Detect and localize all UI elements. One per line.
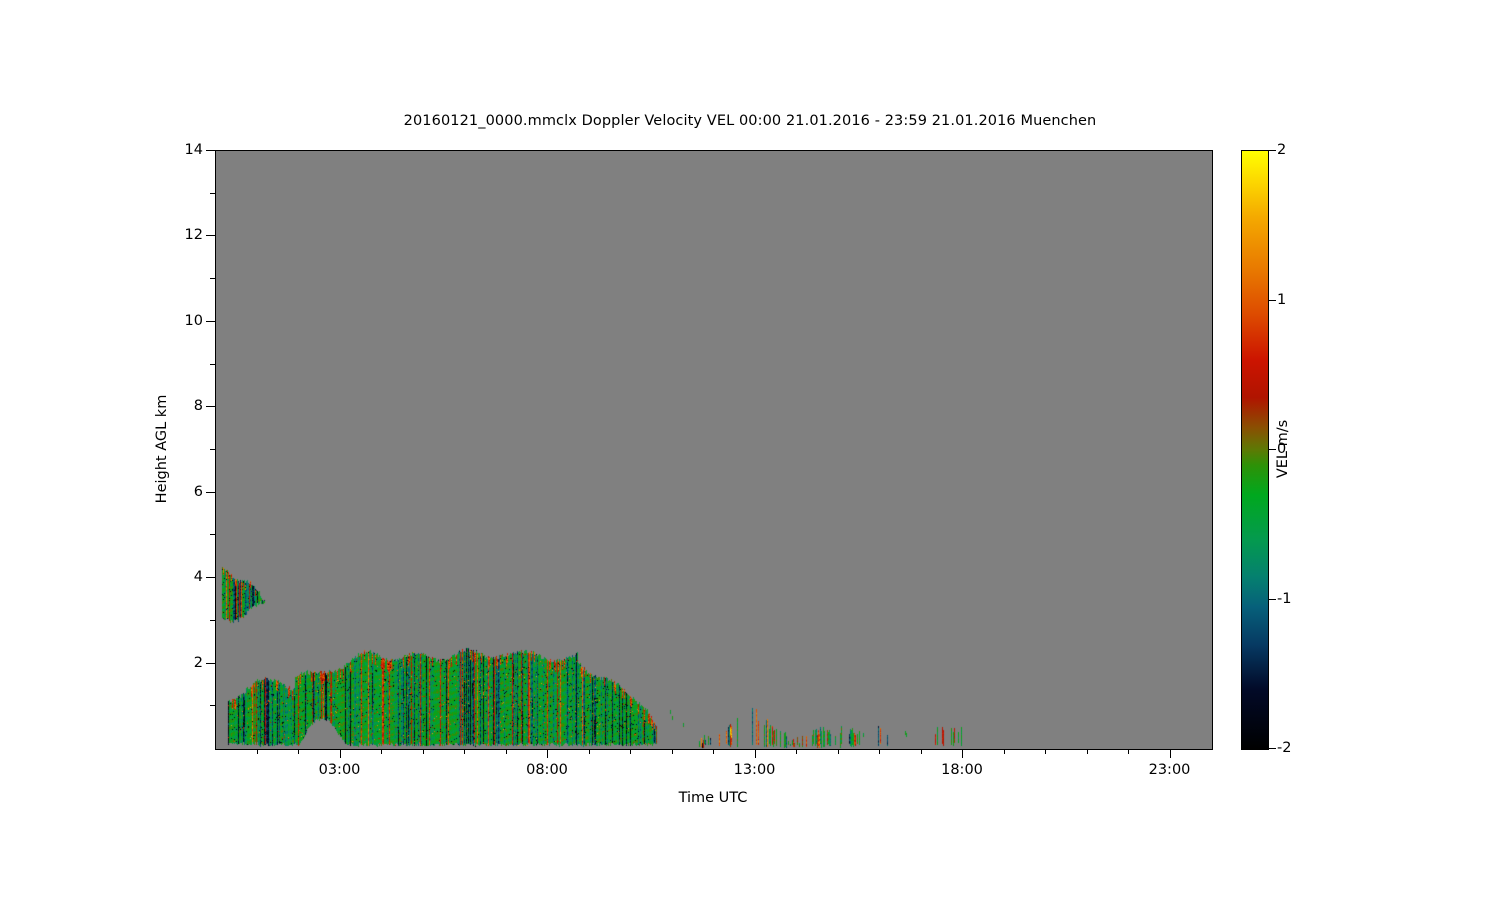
colorbar-tick-label: -1 <box>1277 590 1292 607</box>
x-minor-tick <box>256 749 258 754</box>
x-minor-tick <box>837 749 839 754</box>
x-minor-tick <box>1003 749 1005 754</box>
y-major-tick <box>206 406 215 408</box>
x-minor-tick <box>1128 749 1129 754</box>
colorbar-tick <box>1269 299 1276 301</box>
y-major-tick <box>206 577 215 579</box>
x-minor-tick <box>671 749 673 754</box>
x-axis-title: Time UTC <box>678 790 748 806</box>
heatmap-plot-area <box>215 150 1213 750</box>
x-tick-label: 23:00 <box>1148 762 1191 778</box>
y-tick-label: 12 <box>184 227 203 244</box>
x-tick-label: 13:00 <box>733 762 776 778</box>
y-major-tick <box>206 150 215 151</box>
colorbar-gradient <box>1242 151 1268 749</box>
x-tick-label: 03:00 <box>318 762 361 778</box>
y-major-tick <box>206 320 215 322</box>
y-minor-tick <box>210 363 215 365</box>
x-minor-tick <box>1086 749 1088 754</box>
y-minor-tick <box>210 705 215 707</box>
y-minor-tick <box>210 278 215 280</box>
y-minor-tick <box>210 192 215 194</box>
x-minor-tick <box>630 749 631 754</box>
colorbar-tick-label: -2 <box>1277 740 1292 756</box>
x-major-tick <box>754 749 756 758</box>
plot-title: 20160121_0000.mmclx Doppler Velocity VEL… <box>403 113 1097 129</box>
x-minor-tick <box>920 749 922 754</box>
y-major-tick <box>206 662 215 664</box>
y-major-tick <box>206 235 215 237</box>
y-tick-label: 6 <box>193 483 203 500</box>
y-tick-label: 4 <box>193 569 203 586</box>
x-minor-tick <box>588 749 590 754</box>
x-minor-tick <box>879 749 880 754</box>
x-minor-tick <box>298 749 299 754</box>
x-minor-tick <box>422 749 424 754</box>
colorbar-tick <box>1269 598 1276 600</box>
colorbar-tick <box>1269 449 1276 450</box>
x-major-tick <box>547 749 548 758</box>
y-tick-label: 10 <box>184 312 203 329</box>
y-tick-label: 14 <box>184 142 203 158</box>
colorbar-tick-label: 1 <box>1277 291 1287 308</box>
y-tick-label: 2 <box>193 654 203 671</box>
colorbar-title: VEL m/s <box>1275 419 1291 479</box>
y-minor-tick <box>210 534 215 536</box>
colorbar-tick-label: 2 <box>1277 142 1287 158</box>
colorbar-tick <box>1269 150 1276 151</box>
x-major-tick <box>339 749 341 758</box>
doppler-velocity-heatmap <box>216 151 1212 749</box>
y-tick-label: 8 <box>193 398 203 415</box>
colorbar-tick <box>1269 748 1276 749</box>
y-minor-tick <box>210 619 215 621</box>
x-tick-label: 18:00 <box>941 762 983 778</box>
colorbar-tick-label: 0 <box>1277 441 1287 457</box>
x-minor-tick <box>713 749 714 754</box>
colorbar <box>1241 150 1269 750</box>
x-tick-label: 08:00 <box>526 762 568 778</box>
x-minor-tick <box>464 749 465 754</box>
x-major-tick <box>962 749 963 758</box>
x-minor-tick <box>381 749 382 754</box>
y-axis-title: Height AGL km <box>154 394 170 504</box>
x-minor-tick <box>1045 749 1046 754</box>
x-minor-tick <box>796 749 797 754</box>
x-minor-tick <box>505 749 507 754</box>
x-major-tick <box>1169 749 1171 758</box>
y-major-tick <box>206 491 215 493</box>
y-minor-tick <box>210 449 215 450</box>
